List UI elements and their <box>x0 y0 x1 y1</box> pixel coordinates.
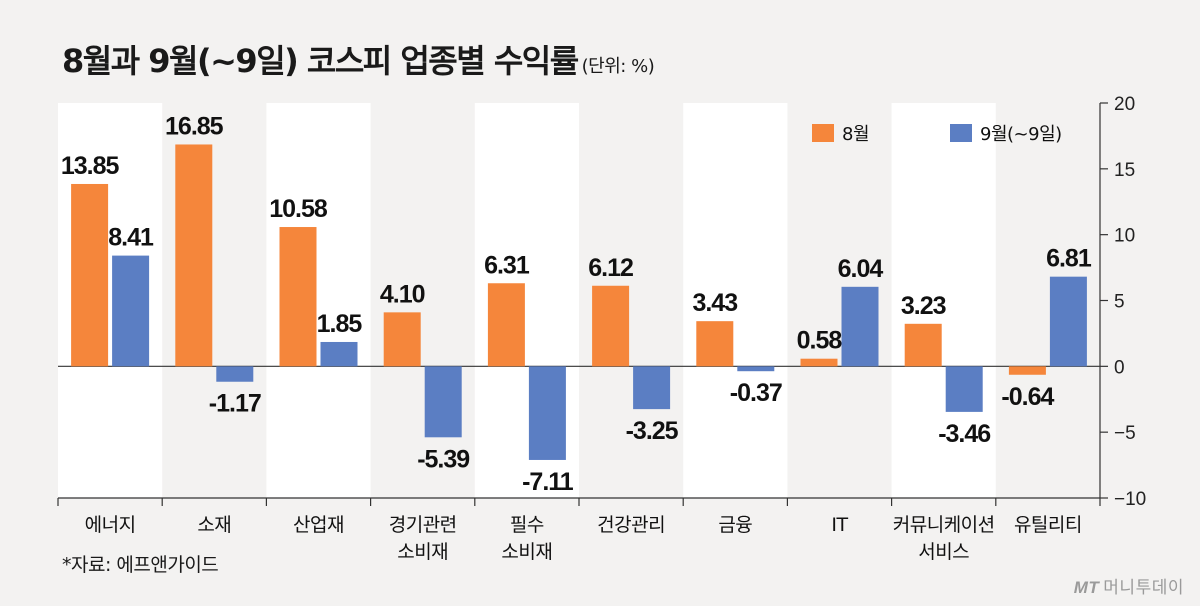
category-label: 소비재 <box>501 541 552 563</box>
data-label: -0.37 <box>730 379 782 407</box>
bar-aug <box>1008 366 1046 375</box>
data-label: 4.10 <box>380 280 425 308</box>
bar-aug <box>592 285 630 367</box>
category-panel <box>683 103 788 498</box>
bar-aug <box>175 144 213 367</box>
category-label: 소재 <box>197 514 231 536</box>
data-label: -1.17 <box>209 390 261 418</box>
category-label: 건강관리 <box>597 514 665 536</box>
category-panel <box>891 103 996 498</box>
bar-sep <box>320 341 358 367</box>
y-tick-label: 5 <box>1114 292 1125 313</box>
y-tick-label: −10 <box>1114 489 1146 510</box>
bar-sep <box>841 286 879 367</box>
category-label: 커뮤니케이션 <box>893 514 995 536</box>
category-label: IT <box>831 514 848 536</box>
legend-swatch-aug <box>812 124 834 142</box>
data-label: 3.43 <box>692 289 737 317</box>
bar-sep <box>112 255 150 367</box>
y-tick-label: 10 <box>1114 226 1135 247</box>
bar-aug <box>696 321 734 367</box>
bar-aug <box>800 358 838 367</box>
bar-sep <box>216 366 254 382</box>
legend-label-sep: 9월(~9일) <box>980 124 1062 145</box>
brand-watermark: MT 머니투데이 <box>1074 573 1184 598</box>
bar-aug <box>904 323 942 367</box>
data-label: -3.25 <box>626 417 679 445</box>
y-tick-label: 20 <box>1114 94 1135 115</box>
data-label: 13.85 <box>61 152 120 180</box>
data-label: 1.85 <box>317 310 363 338</box>
bar-sep <box>528 366 566 460</box>
data-label: 6.81 <box>1046 245 1092 273</box>
chart-title: 8월과 9월(~9일) 코스피 업종별 수익률 <box>62 42 579 80</box>
bar-sep <box>737 366 775 372</box>
brand-logo: MT <box>1073 578 1100 597</box>
bar-aug <box>71 183 109 367</box>
data-label: 8.41 <box>108 224 154 252</box>
source-note: *자료: 에프앤가이드 <box>62 554 219 576</box>
data-label: 10.58 <box>269 195 328 223</box>
data-label: -0.64 <box>1001 383 1054 411</box>
category-label: 유틸리티 <box>1014 514 1082 536</box>
bar-sep <box>1049 276 1087 367</box>
legend-label-aug: 8월 <box>842 124 869 145</box>
y-tick-label: 0 <box>1114 357 1125 378</box>
data-label: -7.11 <box>522 468 574 496</box>
bar-aug <box>279 227 317 367</box>
category-label: 경기관련 <box>389 514 457 536</box>
data-label: 0.58 <box>797 327 843 355</box>
brand-name: 머니투데이 <box>1103 578 1184 598</box>
bar-sep <box>633 366 671 410</box>
data-label: 6.12 <box>588 254 633 282</box>
bar-aug <box>383 312 421 367</box>
category-label: 서비스 <box>918 541 969 563</box>
title-row: 8월과 9월(~9일) 코스피 업종별 수익률 (단위: %) <box>62 36 655 82</box>
y-tick-label: −5 <box>1114 423 1136 444</box>
data-label: 6.04 <box>838 255 884 283</box>
bar-aug <box>487 283 525 367</box>
data-label: 16.85 <box>165 112 224 140</box>
unit-label: (단위: %) <box>581 56 655 77</box>
category-label: 필수 <box>510 514 544 536</box>
bar-sep <box>945 366 983 412</box>
y-tick-label: 15 <box>1114 160 1135 181</box>
data-label: 3.23 <box>901 292 946 320</box>
legend-swatch-sep <box>950 124 972 142</box>
category-label: 소비재 <box>397 541 448 563</box>
bar-sep <box>424 366 462 438</box>
category-label: 금융 <box>718 514 752 536</box>
category-label: 에너지 <box>85 514 136 536</box>
category-label: 산업재 <box>293 514 344 536</box>
data-label: 6.31 <box>484 251 530 279</box>
data-label: -3.46 <box>938 420 990 448</box>
data-label: -5.39 <box>417 445 469 473</box>
